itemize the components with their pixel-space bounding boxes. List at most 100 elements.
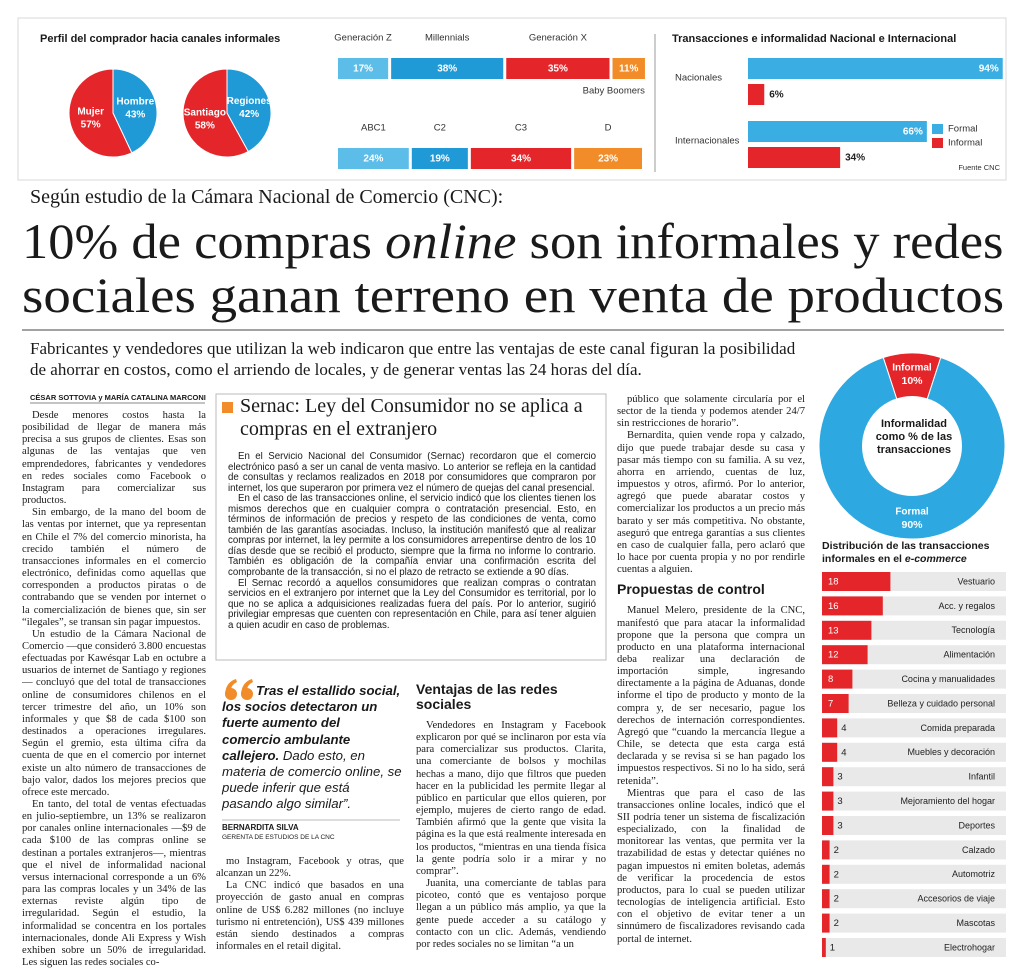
bar-value: 8 [828, 674, 833, 685]
quote-text: Dado esto, en materia de comercio online… [222, 747, 402, 812]
bar [822, 718, 838, 738]
bar [822, 840, 830, 860]
paragraph: El Sernac recordó a aquellos consumidore… [228, 577, 596, 631]
bar-name: Comida preparada [920, 723, 995, 733]
bar-value: 12 [828, 650, 839, 661]
pie-value: 58% [195, 120, 215, 131]
bar [822, 889, 830, 909]
distribution-title-italic: e-commerce [904, 553, 967, 565]
row-band [822, 791, 1006, 811]
paragraph: Desde menores costos hasta la posibilida… [22, 410, 206, 507]
paragraph: Sin embargo, de la mano del boom de las … [22, 507, 206, 628]
segment-name: Generación Z [334, 33, 392, 44]
paragraph: mo Instagram, Facebook y otras, que alca… [216, 856, 404, 880]
bar-name: Infantil [968, 772, 995, 782]
bar-value: 4 [841, 723, 846, 734]
bar [822, 767, 834, 787]
sidebar-body: En el Servicio Nacional del Consumidor (… [228, 452, 596, 656]
bar-value: 3 [837, 796, 842, 807]
bar-value: 2 [834, 918, 839, 929]
paragraph: En el Servicio Nacional del Consumidor (… [228, 452, 596, 494]
stacked-segment [391, 58, 504, 79]
donut-title: Informalidad como % de las transacciones [875, 418, 953, 456]
bar [822, 816, 834, 835]
sidebar-title: Sernac: Ley del Consumidor no se aplica … [240, 395, 583, 440]
segment-name: Baby Boomers [583, 86, 646, 97]
segment-value: 19% [430, 154, 450, 165]
bar-name: Deportes [958, 820, 995, 830]
bar-value: 16 [828, 601, 839, 612]
bar-name: Mascotas [956, 918, 995, 928]
bar-name: Vestuario [957, 576, 995, 586]
bar-name: Electrohogar [944, 942, 995, 952]
bar-name: Alimentación [943, 650, 995, 660]
segment-name: D [605, 123, 612, 134]
bar-name: Muebles y decoración [907, 747, 995, 757]
bar-formal [748, 121, 927, 142]
pie-slice [182, 68, 249, 158]
bar-value: 94% [979, 64, 999, 75]
headline-line: sociales ganan terreno en venta de produ… [22, 267, 1005, 323]
legend-swatch [932, 124, 943, 134]
bar-value: 3 [837, 772, 842, 783]
bar-value: 13 [828, 625, 839, 636]
bar-value: 2 [834, 894, 839, 905]
column: mo Instagram, Facebook y otras, que alca… [216, 856, 404, 968]
deck: Fabricantes y vendedores que utilizan la… [30, 339, 796, 379]
byline: CÉSAR SOTTOVIA y MARÍA CATALINA MARCONI [30, 393, 206, 402]
bar-name: Acc. y regalos [938, 601, 995, 611]
donut-value: 10% [901, 375, 923, 387]
pie-value: 57% [81, 120, 101, 131]
column: público que solamente circularía por el … [617, 394, 805, 968]
column: Desde menores costos hasta la posibilida… [22, 410, 206, 968]
bar-formal [748, 58, 1003, 79]
bar-name: Tecnología [951, 625, 995, 635]
bar [822, 694, 849, 713]
paragraph: Un estudio de la Cámara Nacional de Come… [22, 628, 206, 798]
profile-title: Perfil del comprador hacia canales infor… [40, 33, 281, 45]
bar-name: Belleza y cuidado personal [887, 698, 995, 708]
segment-name: Generación X [529, 33, 588, 44]
headline-text: son informales y redes [516, 213, 1004, 269]
bar [822, 645, 868, 665]
pie-value: 42% [239, 109, 259, 120]
bar-name: Accesorios de viaje [917, 894, 995, 904]
paragraph: público que solamente circularía por el … [617, 394, 805, 430]
legend-label: Informal [948, 138, 982, 149]
pie-value: 43% [125, 110, 145, 121]
bar-informal [748, 147, 841, 168]
stacked-segment [338, 58, 389, 79]
row-band [822, 718, 1006, 738]
stacked-segment [411, 148, 468, 169]
bar [822, 742, 838, 762]
segment-name: C2 [434, 123, 446, 134]
bar-value: 4 [841, 747, 846, 758]
distribution-title: Distribución de las transacciones inform… [822, 540, 1002, 566]
pie-slice [68, 68, 133, 158]
row-band [822, 767, 1006, 787]
segment-value: 17% [353, 64, 373, 75]
donut-value: 90% [901, 519, 923, 531]
group-name: Nacionales [675, 73, 722, 84]
stacked-segment [574, 148, 642, 169]
quote-bold: Tras el estallido social, los socios det… [222, 683, 401, 763]
segment-value: 24% [363, 154, 383, 165]
donut-hole [862, 396, 962, 496]
sidebar-box [215, 393, 607, 661]
bar-value: 34% [845, 153, 865, 164]
paragraph: Vendedores en Instagram y Facebook expli… [416, 720, 606, 877]
legend-label: Formal [948, 124, 978, 135]
bar-name: Cocina y manualidades [901, 674, 995, 684]
pie-label: Mujer [77, 107, 104, 118]
paragraph: Juanita, una comerciante de tablas para … [416, 878, 606, 950]
sidebar-bullet [222, 402, 233, 413]
segment-value: 38% [437, 64, 457, 75]
bar-name: Mejoramiento del hogar [900, 796, 995, 806]
row-band [822, 864, 1006, 884]
bar-name: Calzado [962, 845, 995, 855]
bar-value: 7 [828, 699, 833, 710]
row-band [822, 913, 1006, 933]
bar-name: Automotriz [952, 869, 996, 879]
